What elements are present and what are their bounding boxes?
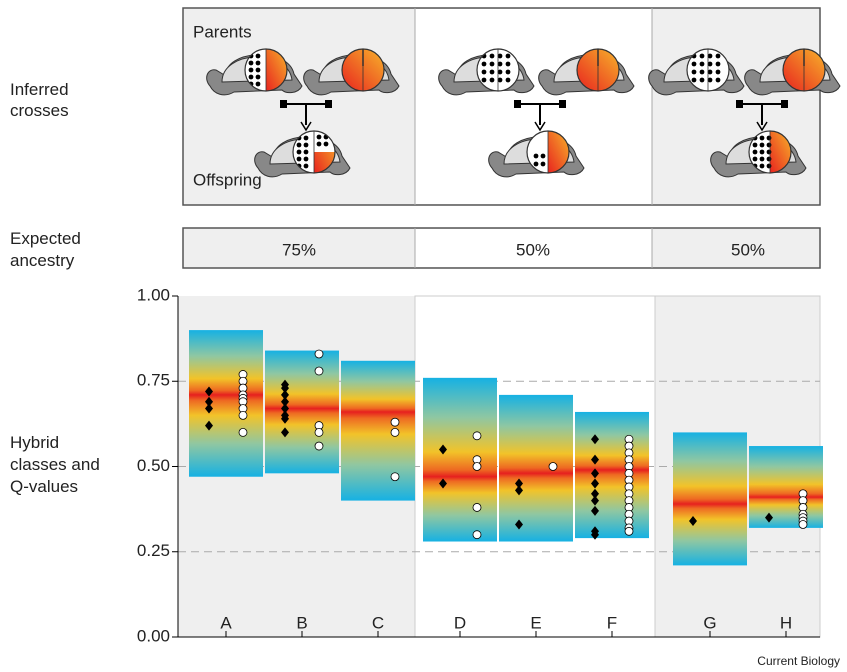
parents-label: Parents bbox=[193, 22, 252, 41]
x-tick-label: B bbox=[296, 613, 307, 632]
y-tick-label: 0.75 bbox=[137, 371, 170, 390]
cross-end bbox=[736, 100, 743, 108]
circle-point bbox=[473, 531, 481, 539]
x-tick-label: H bbox=[780, 613, 792, 632]
q-range-box bbox=[189, 330, 263, 477]
cross-end bbox=[559, 100, 566, 108]
circle-point bbox=[625, 527, 633, 535]
ancestry-value: 50% bbox=[731, 240, 765, 259]
circle-point bbox=[391, 473, 399, 481]
cross-end bbox=[325, 100, 332, 108]
credit: Current Biology bbox=[757, 654, 840, 668]
x-tick-label: E bbox=[530, 613, 541, 632]
x-tick-label: D bbox=[454, 613, 466, 632]
circle-point bbox=[239, 428, 247, 436]
q-range-box bbox=[575, 412, 649, 538]
x-tick-label: A bbox=[220, 613, 232, 632]
q-range-box bbox=[265, 351, 339, 474]
crosses-panel-middle bbox=[415, 9, 652, 204]
circle-point bbox=[473, 463, 481, 471]
q-range-box bbox=[499, 395, 573, 542]
circle-point bbox=[315, 367, 323, 375]
circle-point bbox=[549, 463, 557, 471]
circle-point bbox=[391, 418, 399, 426]
x-tick-label: G bbox=[703, 613, 716, 632]
q-range-box bbox=[749, 446, 823, 528]
cross-end bbox=[514, 100, 521, 108]
y-tick-label: 1.00 bbox=[137, 285, 170, 304]
circle-point bbox=[315, 442, 323, 450]
circle-point bbox=[473, 503, 481, 511]
ancestry-value: 50% bbox=[516, 240, 550, 259]
q-range-box bbox=[423, 378, 497, 542]
circle-point bbox=[315, 428, 323, 436]
circle-point bbox=[473, 432, 481, 440]
ancestry-value: 75% bbox=[282, 240, 316, 259]
circle-point bbox=[799, 520, 807, 528]
q-range-box bbox=[341, 361, 415, 501]
y-tick-label: 0.25 bbox=[137, 541, 170, 560]
y-tick-label: 0.00 bbox=[137, 626, 170, 645]
y-tick-label: 0.50 bbox=[137, 456, 170, 475]
circle-point bbox=[315, 350, 323, 358]
x-tick-label: C bbox=[372, 613, 384, 632]
x-tick-label: F bbox=[607, 613, 617, 632]
circle-point bbox=[239, 411, 247, 419]
figure: Inferredcrosses Parents Offspring Expect… bbox=[0, 0, 847, 672]
cross-end bbox=[280, 100, 287, 108]
q-range-box bbox=[673, 432, 747, 565]
offspring-label: Offspring bbox=[193, 170, 262, 189]
cross-end bbox=[781, 100, 788, 108]
circle-point bbox=[391, 428, 399, 436]
